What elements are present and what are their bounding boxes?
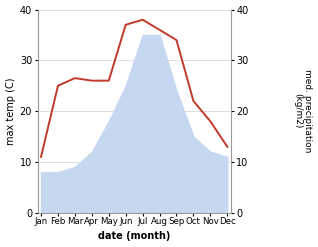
Y-axis label: med. precipitation
(kg/m2): med. precipitation (kg/m2) <box>293 69 313 153</box>
X-axis label: date (month): date (month) <box>98 231 170 242</box>
Y-axis label: max temp (C): max temp (C) <box>5 77 16 145</box>
